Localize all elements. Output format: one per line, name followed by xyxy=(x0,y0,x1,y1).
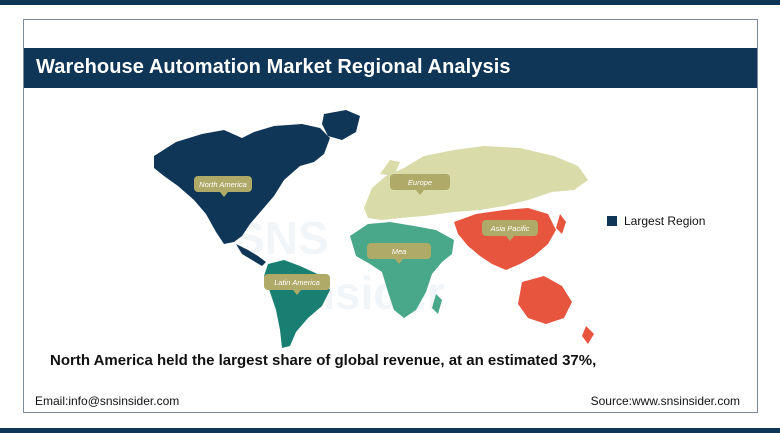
label-mea: Mea xyxy=(367,243,431,264)
legend-swatch xyxy=(607,216,617,226)
map-legend: Largest Region xyxy=(607,214,705,228)
summary-caption: North America held the largest share of … xyxy=(50,352,597,369)
region-europe xyxy=(364,146,588,220)
label-europe-text: Europe xyxy=(408,178,432,187)
world-map: SNS Insider xyxy=(154,110,594,348)
label-latin-america: Latin America xyxy=(264,274,330,295)
title-band: Warehouse Automation Market Regional Ana… xyxy=(24,48,757,88)
infographic-card: Warehouse Automation Market Regional Ana… xyxy=(23,19,758,413)
footer-source: Source:www.snsinsider.com xyxy=(590,394,740,408)
label-latin-america-text: Latin America xyxy=(274,278,320,287)
label-north-america-text: North America xyxy=(199,180,247,189)
label-asia-pacific: Asia Pacific xyxy=(482,220,538,241)
page-title: Warehouse Automation Market Regional Ana… xyxy=(36,56,511,78)
bottom-accent-bar xyxy=(0,428,780,433)
footer-email: Email:info@snsinsider.com xyxy=(35,394,180,408)
legend-label: Largest Region xyxy=(624,214,706,228)
label-mea-text: Mea xyxy=(392,247,407,256)
label-asia-pacific-text: Asia Pacific xyxy=(490,224,530,233)
label-north-america: North America xyxy=(194,176,252,197)
label-europe: Europe xyxy=(390,174,450,195)
top-accent-bar xyxy=(0,0,780,5)
